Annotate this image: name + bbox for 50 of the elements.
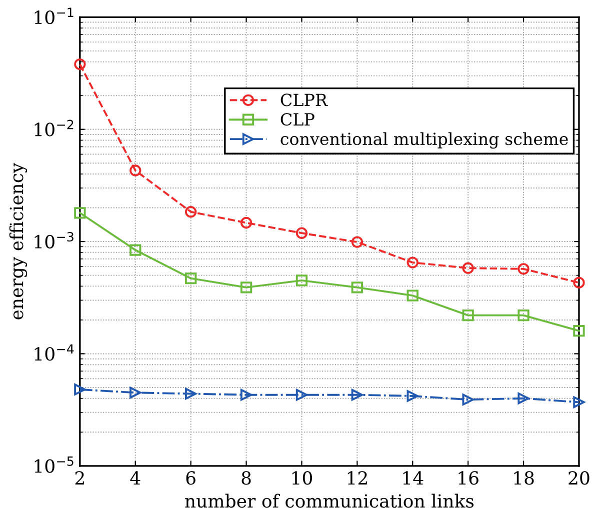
x-tick-label: 12	[348, 471, 367, 484]
legend-label: CLPR	[280, 94, 328, 106]
x-tick-label: 8	[242, 471, 251, 485]
point	[296, 389, 308, 401]
point	[462, 262, 474, 274]
point	[296, 227, 308, 239]
point	[130, 244, 142, 256]
point	[296, 274, 308, 286]
y-tick-label: 10$^{−3}$	[34, 232, 74, 249]
point	[573, 396, 585, 408]
point	[74, 58, 86, 70]
point	[184, 272, 197, 284]
point	[351, 389, 364, 401]
point	[573, 324, 585, 337]
point	[130, 386, 142, 398]
y-tick-label: 10$^{−2}$	[34, 120, 74, 136]
point	[74, 384, 86, 396]
point	[184, 206, 197, 218]
x-tick-label: 10	[292, 471, 312, 485]
point	[130, 164, 142, 176]
legend-label: conventional multiplexing scheme	[280, 132, 568, 149]
point	[351, 236, 364, 248]
x-tick-label: 6	[186, 471, 196, 485]
point	[518, 263, 530, 275]
point	[462, 309, 474, 322]
x-tick-label: 4	[130, 471, 140, 484]
point	[518, 392, 530, 404]
point	[573, 276, 585, 288]
point	[240, 282, 252, 294]
y-tick-label: 10$^{−4}$	[34, 344, 74, 361]
point	[74, 207, 86, 219]
x-tick-label: 2	[75, 471, 84, 484]
point	[184, 388, 197, 400]
y-tick-label: 10$^{−5}$	[34, 456, 74, 473]
point	[240, 216, 252, 229]
x-tick-label: 20	[568, 471, 590, 485]
x-tick-label: 14	[403, 471, 424, 484]
point	[406, 256, 418, 268]
point	[518, 309, 530, 322]
point	[240, 389, 252, 401]
legend-label: CLP	[280, 113, 314, 126]
y-tick-label: 10$^{−1}$	[34, 8, 74, 24]
point	[351, 282, 364, 294]
x-tick-label: 16	[458, 471, 478, 485]
point	[462, 394, 474, 406]
x-tick-label: 18	[514, 471, 534, 485]
x-axis-title: number of communication links	[185, 494, 474, 508]
y-axis-title: energy efficiency	[9, 162, 28, 320]
point	[406, 390, 418, 402]
point	[406, 290, 418, 302]
